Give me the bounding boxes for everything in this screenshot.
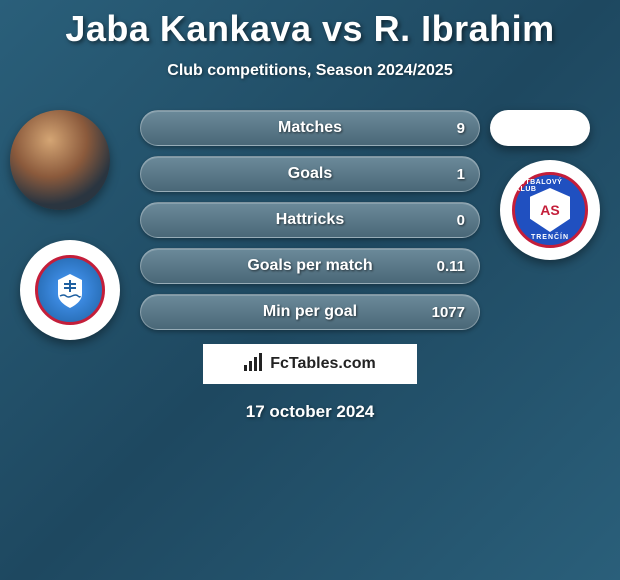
- player-photo-left: [10, 110, 110, 210]
- svg-text:AS: AS: [540, 202, 559, 218]
- stat-row-matches: Matches 9: [140, 110, 480, 146]
- stat-value-right: 0: [457, 212, 465, 229]
- watermark: FcTables.com: [203, 344, 417, 384]
- trencin-bottom-text: TRENČÍN: [531, 234, 569, 241]
- stat-label: Goals per match: [141, 257, 479, 275]
- stat-label: Matches: [141, 119, 479, 137]
- slovan-crest-icon: [50, 270, 90, 310]
- trencin-emblem: FUTBALOVÝ KLUB AS TRENČÍN: [512, 172, 588, 248]
- stat-value-right: 9: [457, 120, 465, 137]
- trencin-shield-icon: AS: [530, 188, 570, 232]
- stat-label: Min per goal: [141, 303, 479, 321]
- slovan-emblem: [35, 255, 105, 325]
- chart-icon: [244, 353, 264, 376]
- club-badge-left: [20, 240, 120, 340]
- stat-label: Hattricks: [141, 211, 479, 229]
- club-badge-right: FUTBALOVÝ KLUB AS TRENČÍN: [500, 160, 600, 260]
- player-photo-right: [490, 110, 590, 146]
- stat-value-right: 1077: [432, 304, 465, 321]
- stat-row-goals-per-match: Goals per match 0.11: [140, 248, 480, 284]
- subtitle: Club competitions, Season 2024/2025: [0, 62, 620, 80]
- date-label: 17 october 2024: [0, 402, 620, 422]
- stat-row-min-per-goal: Min per goal 1077: [140, 294, 480, 330]
- stat-label: Goals: [141, 165, 479, 183]
- stats-table: Matches 9 Goals 1 Hattricks 0 Goals per …: [140, 110, 480, 330]
- stat-row-hattricks: Hattricks 0: [140, 202, 480, 238]
- watermark-text: FcTables.com: [270, 355, 376, 373]
- stat-row-goals: Goals 1: [140, 156, 480, 192]
- stat-value-right: 0.11: [437, 258, 465, 275]
- comparison-content: FUTBALOVÝ KLUB AS TRENČÍN Matches 9 Goal…: [0, 110, 620, 422]
- stat-value-right: 1: [457, 166, 465, 183]
- page-title: Jaba Kankava vs R. Ibrahim: [0, 0, 620, 50]
